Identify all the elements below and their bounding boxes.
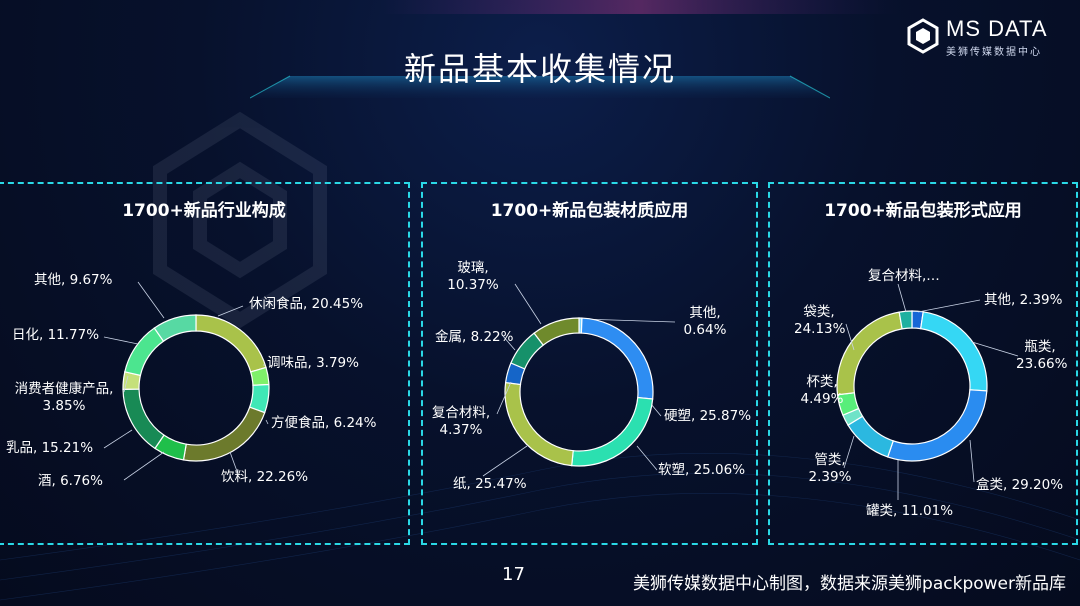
donut-slice [919,311,988,392]
donut-slice [847,415,894,458]
material-donut-chart [482,283,676,477]
slice-label: 复合材料, 4.37% [431,405,491,438]
slice-label: 复合材料,… [868,268,940,284]
chart-title: 1700+新品包装材质应用 [490,201,689,221]
leader-line [843,435,855,469]
slice-label: 盒类, 29.20% [976,477,1064,493]
donut-slice [122,388,165,450]
slice-label: 消费者健康产品, 3.85% [14,381,114,414]
leader-line [502,335,516,351]
chart-title: 1700+新品包装形式应用 [824,201,1022,221]
chart-title: 1700+新品行业构成 [122,201,286,221]
leader-line [103,429,133,449]
donut-slice [898,310,913,330]
slice-label: 酒, 6.76% [38,473,103,489]
leader-line [580,318,676,323]
leader-line [917,299,981,313]
leader-line [217,305,244,317]
donut-slice [195,314,267,373]
donut-slice [571,396,654,467]
slice-label: 管类, 2.39% [808,452,852,485]
brand: MS DATA 美狮传媒数据中心 [906,16,1066,60]
leader-line [137,281,165,319]
brand-name: MS DATA [946,16,1048,41]
donut-slice [124,327,165,377]
donut-slice [886,389,988,462]
package-form-chart-panel: 1700+新品包装形式应用 其他, 2.39% 瓶类, 23.66% 盒类, 2… [768,182,1078,545]
leader-line [971,341,1019,357]
leader-line [496,381,512,415]
leader-line [845,323,855,351]
material-chart-panel: 1700+新品包装材质应用 其他, 0.64% 硬塑, 25.87% 软塑, 2… [421,182,758,545]
page-title: 新品基本收集情况 [403,50,676,88]
donut-slice [182,406,266,462]
slice-label: 罐类, 11.01% [866,503,954,519]
slice-label: 休闲食品, 20.45% [249,296,364,312]
slice-label: 方便食品, 6.24% [271,415,377,431]
donut-slice [836,311,903,396]
leader-line [482,445,528,477]
slice-label: 乳品, 15.21% [6,440,94,456]
leader-line [103,336,139,345]
industry-chart-panel: 1700+新品行业构成 休闲食品, 20.45% 调味品, 3.79% 方便食品… [0,182,410,545]
leader-line [265,419,269,425]
donut-slice [153,314,197,343]
leader-line [123,375,129,393]
leader-line [969,439,975,483]
leader-line [650,403,662,417]
leader-line [897,283,907,313]
leader-line [229,451,239,475]
slice-label: 金属, 8.22% [435,329,514,345]
slice-label: 调味品, 3.79% [267,355,359,371]
leader-line [123,451,165,481]
slice-label: 纸, 25.47% [453,476,527,492]
slice-label: 饮料, 22.26% [221,469,309,485]
leader-line [636,445,658,471]
slice-label: 袋类, 24.13% [794,304,846,337]
slice-label: 硬塑, 25.87% [664,408,752,424]
donut-slice [533,317,580,346]
slice-label: 杯类, 4.49% [800,374,844,407]
donut-slice [580,317,654,400]
slice-label: 玻璃, 10.37% [447,260,499,293]
slice-label: 其他, 0.64% [683,305,727,338]
leader-line [514,283,542,325]
ms-data-logo-icon [907,18,939,54]
package-form-donut-chart [836,283,1019,500]
slice-label: 瓶类, 23.66% [1016,339,1068,372]
industry-donut-chart [103,281,270,481]
slice-label: 日化, 11.77% [12,327,100,343]
page-number: 17 [502,564,525,585]
title-underline-decoration [250,75,830,104]
brand-subtitle: 美狮传媒数据中心 [946,47,1042,58]
slice-label: 其他, 2.39% [984,292,1063,308]
slice-label: 软塑, 25.06% [658,462,746,478]
source-note: 美狮传媒数据中心制图，数据来源美狮packpower新品库 [633,574,1066,594]
donut-slice [504,381,574,467]
slice-label: 其他, 9.67% [34,272,113,288]
